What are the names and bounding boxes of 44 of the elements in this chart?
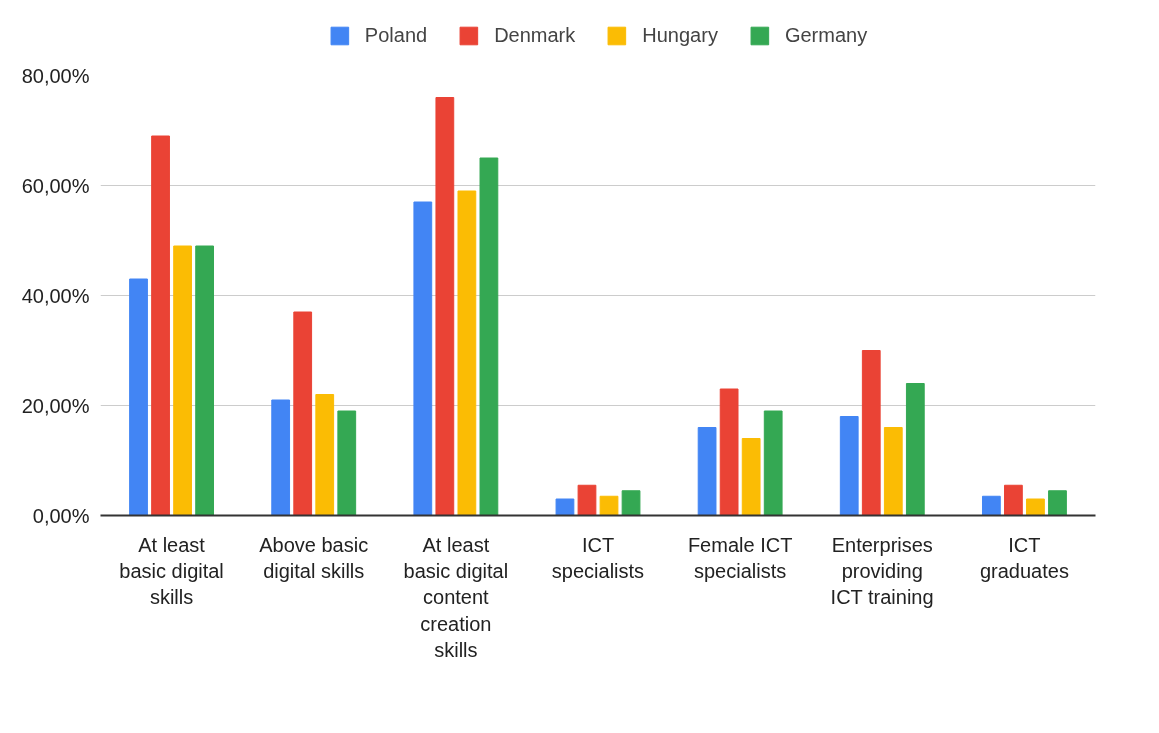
- bar: [435, 97, 455, 516]
- y-tick-label: 40,00%: [21, 284, 90, 307]
- bar: [1048, 490, 1067, 516]
- bar: [479, 157, 499, 516]
- bar: [151, 135, 170, 516]
- bar: [599, 495, 619, 516]
- x-tick-label: Female ICT specialists: [687, 533, 793, 582]
- bar: [577, 484, 597, 516]
- bar: [905, 383, 925, 516]
- y-tick-label: 80,00%: [21, 64, 90, 87]
- legend-label: Poland: [364, 23, 428, 47]
- bar: [697, 427, 717, 516]
- bar: [1026, 498, 1045, 516]
- bar: [1004, 484, 1023, 516]
- y-tick-label: 0,00%: [32, 504, 90, 527]
- bar: [293, 311, 313, 516]
- bar: [763, 410, 783, 516]
- bar: [839, 416, 859, 516]
- x-tick-label: At least basic digital skills: [119, 533, 224, 609]
- bar: [982, 495, 1001, 516]
- x-tick-label: Above basic digital skills: [259, 533, 369, 582]
- bar: [719, 388, 739, 516]
- x-tick-label: ICT specialists: [551, 533, 645, 582]
- bar: [173, 245, 192, 516]
- bar: [555, 498, 575, 516]
- bar: [741, 438, 761, 516]
- legend-label: Denmark: [494, 23, 576, 47]
- y-tick-label: 20,00%: [21, 394, 90, 417]
- bar: [337, 410, 357, 516]
- bar: [861, 350, 881, 516]
- x-tick-label: ICT graduates: [979, 533, 1069, 582]
- bar: [457, 190, 477, 516]
- bar: [883, 427, 903, 516]
- legend-label: Germany: [784, 23, 868, 47]
- bar: [271, 399, 291, 516]
- x-tick-label: Enterprises providing ICT training: [830, 533, 934, 609]
- bar: [413, 201, 433, 516]
- legend-label: Hungary: [642, 23, 718, 47]
- bar: [621, 490, 641, 516]
- x-tick-label: At least basic digital content creation skills: [403, 533, 509, 662]
- bar: [129, 278, 148, 516]
- bar: [315, 394, 335, 516]
- bar: [195, 245, 214, 516]
- y-tick-label: 60,00%: [21, 174, 90, 197]
